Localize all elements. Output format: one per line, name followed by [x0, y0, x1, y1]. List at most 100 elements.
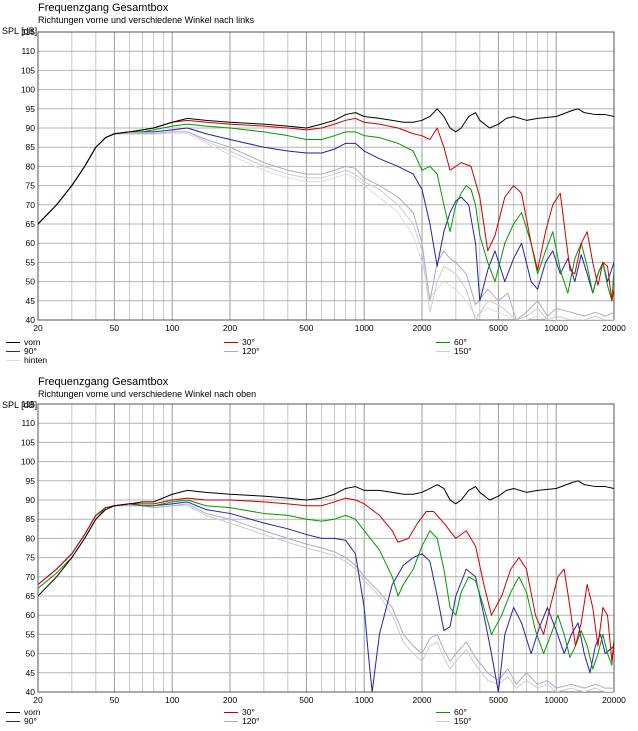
y-tick-label: 65 — [26, 591, 36, 601]
legend-swatch — [224, 341, 238, 343]
y-tick-label: 105 — [21, 65, 35, 75]
chart-title: Frequenzgang Gesamtbox — [38, 376, 169, 388]
y-tick-label: 75 — [26, 553, 36, 563]
y-tick-label: 100 — [21, 457, 35, 467]
y-tick-label: 85 — [26, 514, 36, 524]
series-line-120deg — [38, 503, 614, 689]
y-tick-label: 50 — [26, 649, 36, 659]
series-line-120deg — [38, 131, 614, 320]
y-tick-label: 110 — [21, 418, 35, 428]
y-tick-label: 55 — [26, 257, 36, 267]
legend-swatch — [6, 350, 20, 352]
y-tick-label: 40 — [26, 687, 36, 697]
chart-panel-2: Frequenzgang Gesamtbox Richtungen vorne … — [0, 372, 638, 731]
plot-frame — [37, 403, 615, 693]
x-tick-label: 20000 — [602, 695, 626, 705]
series-line-60deg — [38, 499, 614, 670]
legend-item: vorn — [6, 337, 41, 347]
x-tick-label: 20 — [33, 695, 43, 705]
y-tick-label: 105 — [21, 437, 35, 447]
x-tick-label: 100 — [165, 323, 179, 333]
x-tick-label: 5000 — [489, 695, 508, 705]
y-tick-label: 95 — [26, 104, 36, 114]
plot-area — [38, 404, 614, 692]
x-tick-label: 500 — [299, 323, 313, 333]
y-tick-label: 115 — [21, 399, 35, 409]
y-tick-label: 45 — [26, 668, 36, 678]
x-tick-label: 50 — [110, 695, 120, 705]
legend-swatch — [224, 350, 238, 352]
frequency-response-plot: 40 45 50 55 60 65 70 75 80 85 90 95 100 105 110 115 20 50… — [21, 399, 626, 705]
frequency-response-plot: 40 45 50 55 60 65 70 75 80 85 90 95 100 105 110 115 20 50… — [21, 27, 626, 333]
plot-frame — [37, 31, 615, 321]
y-tick-label: 45 — [26, 296, 36, 306]
series-line-30deg — [38, 497, 614, 662]
legend-label: hinten — [24, 355, 48, 365]
legend-swatch — [436, 720, 450, 722]
x-tick-label: 2000 — [413, 695, 432, 705]
y-tick-label: 65 — [26, 219, 36, 229]
y-tick-label: 75 — [26, 181, 36, 191]
legend-swatch — [6, 711, 20, 713]
y-tick-label: 90 — [26, 123, 36, 133]
y-tick-label: 60 — [26, 238, 36, 248]
x-tick-label: 500 — [299, 695, 313, 705]
x-tick-label: 1000 — [355, 695, 374, 705]
legend-label: 30° — [242, 337, 255, 347]
legend-swatch — [436, 350, 450, 352]
legend-label: 150° — [454, 716, 472, 726]
chart-title: Frequenzgang Gesamtbox — [38, 2, 169, 14]
legend-swatch — [6, 720, 20, 722]
y-tick-label: 100 — [21, 85, 35, 95]
legend-item: 150° — [436, 716, 472, 726]
chart-subtitle: Richtungen vorne und verschiedene Winkel… — [38, 389, 257, 399]
legend-label: 30° — [242, 707, 255, 717]
legend-swatch — [224, 720, 238, 722]
legend-swatch — [6, 341, 20, 343]
legend-swatch — [436, 711, 450, 713]
series-line-vorn — [38, 480, 614, 597]
x-tick-label: 2000 — [413, 323, 432, 333]
y-tick-label: 70 — [26, 572, 36, 582]
series-line-60deg — [38, 123, 614, 302]
x-tick-label: 5000 — [489, 323, 508, 333]
legend-label: 90° — [24, 346, 37, 356]
legend-label: 60° — [454, 337, 467, 347]
y-axis-label: SPL [dB] — [2, 400, 38, 410]
y-tick-label: 115 — [21, 27, 35, 37]
y-tick-label: 80 — [26, 161, 36, 171]
y-tick-label: 85 — [26, 142, 36, 152]
y-tick-label: 110 — [21, 46, 35, 56]
x-tick-label: 20000 — [602, 323, 626, 333]
x-tick-label: 10000 — [544, 695, 568, 705]
x-tick-label: 50 — [110, 323, 120, 333]
series-line-vorn — [38, 108, 614, 225]
legend-label: 150° — [454, 346, 472, 356]
legend-label: 120° — [242, 346, 260, 356]
y-tick-label: 80 — [26, 533, 36, 543]
legend-swatch — [436, 341, 450, 343]
legend-label: vorn — [24, 707, 41, 717]
y-tick-label: 60 — [26, 610, 36, 620]
x-tick-label: 200 — [223, 695, 237, 705]
legend-label: vorn — [24, 337, 41, 347]
chart-subtitle: Richtungen vorne und verschiedene Winkel… — [38, 15, 255, 25]
y-tick-label: 90 — [26, 495, 36, 505]
x-tick-label: 100 — [165, 695, 179, 705]
legend-item: vorn — [6, 707, 41, 717]
series-line-90deg — [38, 127, 614, 302]
legend-item: 60° — [436, 337, 467, 347]
y-tick-label: 55 — [26, 629, 36, 639]
legend-label: 60° — [454, 707, 467, 717]
x-tick-label: 10000 — [544, 323, 568, 333]
plot-area — [38, 32, 614, 320]
legend-item: 30° — [224, 707, 255, 717]
y-tick-label: 95 — [26, 476, 36, 486]
y-tick-label: 40 — [26, 315, 36, 325]
legend-label: 120° — [242, 716, 260, 726]
y-tick-label: 50 — [26, 277, 36, 287]
legend-item: 150° — [436, 346, 472, 356]
x-tick-label: 200 — [223, 323, 237, 333]
legend-swatch — [224, 711, 238, 713]
y-axis-label: SPL [dB] — [2, 26, 38, 36]
